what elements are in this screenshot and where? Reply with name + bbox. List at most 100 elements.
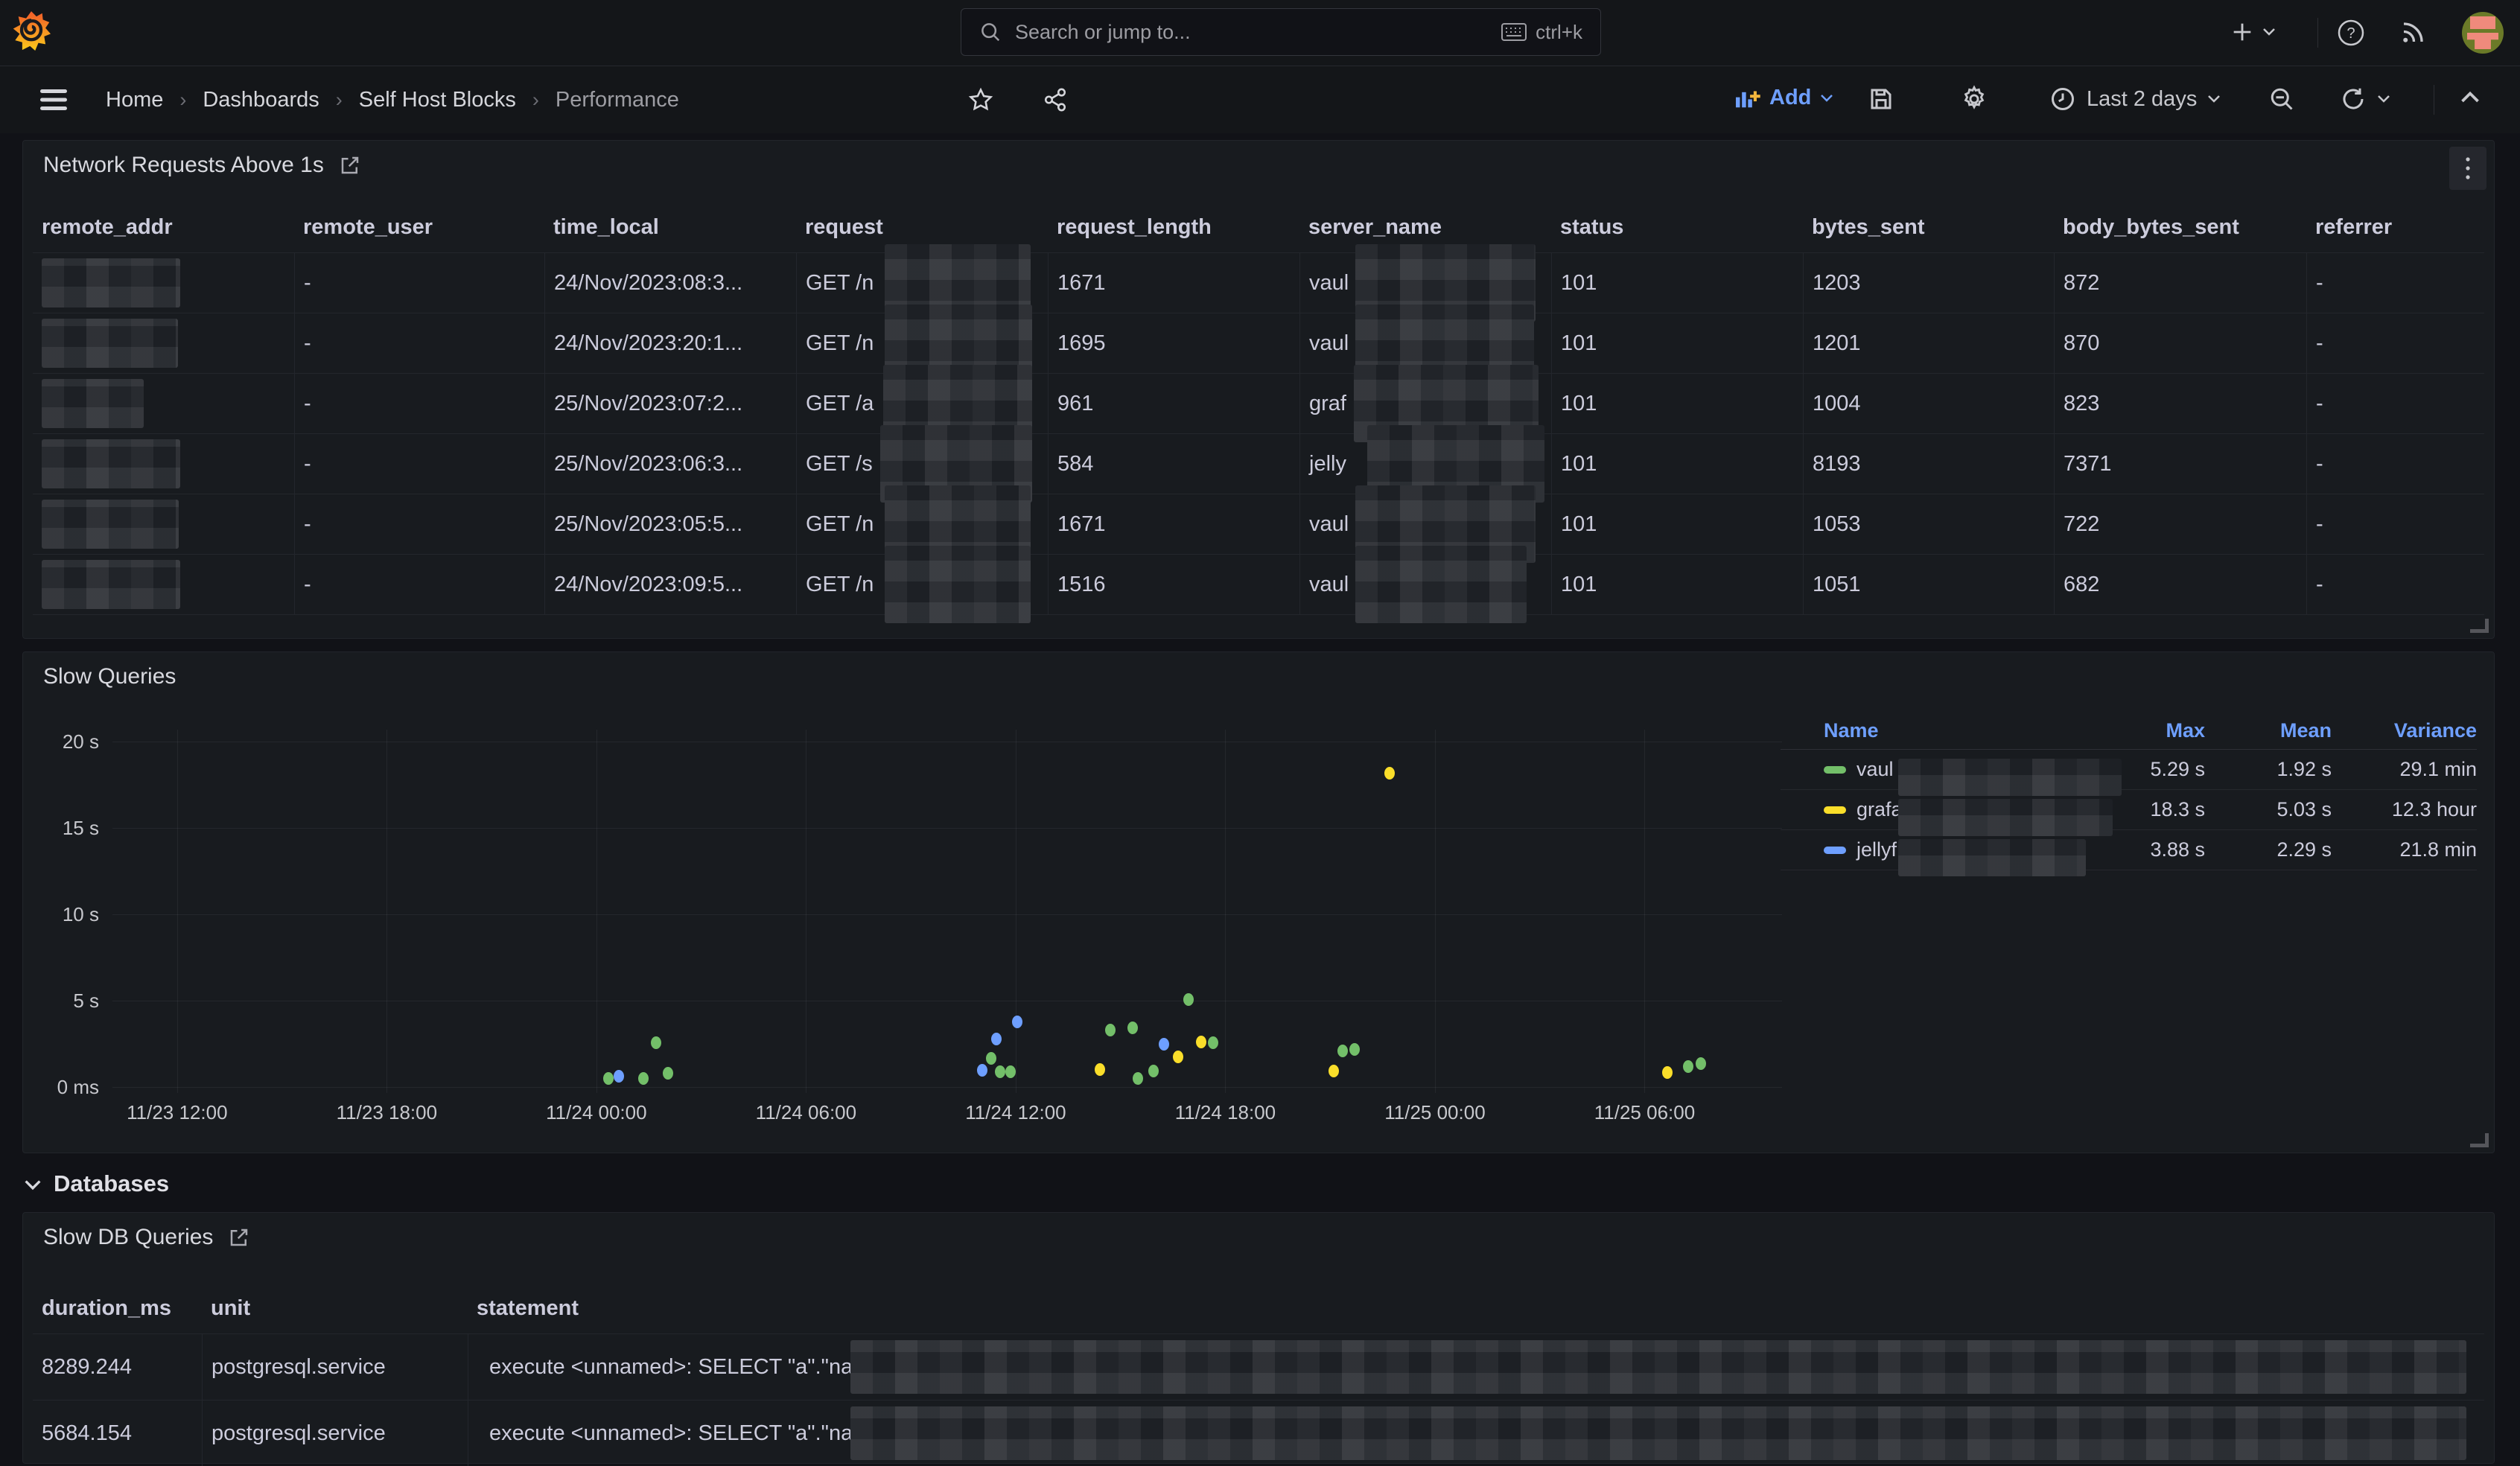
refresh-button[interactable] bbox=[2340, 86, 2390, 112]
scatter-point bbox=[614, 1070, 624, 1083]
redacted-server-name bbox=[1355, 546, 1527, 623]
time-range-picker[interactable]: Last 2 days bbox=[2049, 86, 2221, 112]
star-icon bbox=[968, 87, 993, 112]
avatar[interactable] bbox=[2462, 12, 2504, 54]
column-header-referrer[interactable]: referrer bbox=[2306, 202, 2484, 252]
x-axis-label: 11/25 06:00 bbox=[1585, 1100, 1704, 1124]
cell-statement: execute <unnamed>: SELECT "a"."na bbox=[468, 1334, 2484, 1400]
column-header-time_local[interactable]: time_local bbox=[544, 202, 796, 252]
legend-column-name[interactable]: Name bbox=[1781, 719, 2086, 742]
legend-column-variance[interactable]: Variance bbox=[2332, 719, 2477, 742]
panel-slow-db-queries: Slow DB Queries duration_msunitstatement… bbox=[22, 1212, 2495, 1464]
x-gridline bbox=[386, 730, 387, 1093]
breadcrumb-item-self-host-blocks[interactable]: Self Host Blocks bbox=[359, 88, 516, 112]
cell-body-bytes-sent: 872 bbox=[2054, 253, 2306, 313]
scatter-point bbox=[1183, 993, 1194, 1006]
panel-menu-button[interactable] bbox=[2449, 147, 2486, 190]
cell-remote-addr bbox=[33, 494, 294, 554]
panel-resize-handle[interactable] bbox=[2470, 1133, 2489, 1147]
legend-mean: 5.03 s bbox=[2205, 798, 2332, 821]
external-link-icon[interactable] bbox=[228, 1226, 250, 1249]
redacted-request bbox=[885, 546, 1031, 623]
cell-duration-ms: 8289.244 bbox=[33, 1334, 202, 1400]
zoom-out-icon bbox=[2268, 86, 2295, 112]
x-axis-label: 11/24 00:00 bbox=[537, 1100, 656, 1124]
table-header-row: remote_addrremote_usertime_localrequestr… bbox=[33, 202, 2484, 252]
menu-button[interactable] bbox=[39, 87, 70, 112]
legend-column-max[interactable]: Max bbox=[2086, 719, 2205, 742]
scatter-point bbox=[1337, 1045, 1348, 1057]
zoom-out-button[interactable] bbox=[2268, 86, 2295, 112]
scatter-point bbox=[986, 1052, 996, 1065]
collapse-toolbar-button[interactable] bbox=[2459, 90, 2481, 103]
cell-time-local: 25/Nov/2023:07:2... bbox=[544, 374, 796, 433]
favorite-button[interactable] bbox=[968, 87, 993, 112]
legend-series-name[interactable]: grafa bbox=[1781, 798, 2086, 821]
legend-row: grafa18.3 s5.03 s12.3 hour bbox=[1781, 790, 2477, 830]
panel-resize-handle[interactable] bbox=[2470, 619, 2489, 633]
clock-icon bbox=[2049, 86, 2076, 112]
panel-title[interactable]: Slow DB Queries bbox=[43, 1225, 213, 1250]
search-input[interactable]: Search or jump to... ctrl+k bbox=[961, 8, 1601, 56]
scatter-point bbox=[995, 1065, 1005, 1078]
new-dashboard-button[interactable] bbox=[2230, 19, 2276, 45]
help-button[interactable]: ? bbox=[2337, 19, 2365, 47]
redacted-statement bbox=[850, 1340, 2466, 1394]
scatter-point bbox=[651, 1036, 661, 1049]
table-row: -24/Nov/2023:08:3...GET /n1671vaul101120… bbox=[33, 252, 2484, 313]
breadcrumb-item-home[interactable]: Home bbox=[106, 88, 163, 112]
cell-remote-user: - bbox=[294, 253, 544, 313]
cell-referrer: - bbox=[2306, 313, 2484, 373]
add-panel-button[interactable]: Add bbox=[1734, 86, 1833, 110]
cell-body-bytes-sent: 870 bbox=[2054, 313, 2306, 373]
cell-request-length: 961 bbox=[1048, 374, 1299, 433]
breadcrumb-item-performance[interactable]: Performance bbox=[556, 88, 679, 112]
external-link-icon[interactable] bbox=[339, 154, 361, 176]
legend-row: jellyf3.88 s2.29 s21.8 min bbox=[1781, 830, 2477, 870]
chevron-up-icon bbox=[2459, 90, 2481, 103]
x-axis-label: 11/24 18:00 bbox=[1165, 1100, 1285, 1124]
cell-bytes-sent: 1004 bbox=[1803, 374, 2054, 433]
column-header-remote_user[interactable]: remote_user bbox=[294, 202, 544, 252]
slow-db-queries-table: duration_msunitstatement 8289.244postgre… bbox=[33, 1284, 2484, 1466]
column-header-status[interactable]: status bbox=[1551, 202, 1803, 252]
scatter-point bbox=[977, 1064, 987, 1077]
column-header-duration_ms[interactable]: duration_ms bbox=[33, 1284, 202, 1333]
panel-title[interactable]: Slow Queries bbox=[43, 664, 176, 689]
column-header-remote_addr[interactable]: remote_addr bbox=[33, 202, 294, 252]
scatter-point bbox=[1159, 1038, 1169, 1051]
plus-icon bbox=[2230, 19, 2255, 45]
scatter-point bbox=[1662, 1066, 1673, 1079]
x-axis-label: 11/24 12:00 bbox=[956, 1100, 1075, 1124]
y-gridline bbox=[112, 828, 1782, 829]
legend-series-color bbox=[1824, 847, 1846, 854]
column-header-request_length[interactable]: request_length bbox=[1048, 202, 1299, 252]
legend-variance: 12.3 hour bbox=[2332, 798, 2477, 821]
breadcrumb-item-dashboards[interactable]: Dashboards bbox=[203, 88, 319, 112]
dashboard-settings-button[interactable] bbox=[1960, 85, 1988, 113]
legend-table: NameMaxMeanVariance vaul5.29 s1.92 s29.1… bbox=[1781, 712, 2477, 870]
table-row: 5684.154postgresql.serviceexecute <unnam… bbox=[33, 1400, 2484, 1466]
news-button[interactable] bbox=[2399, 19, 2426, 46]
column-header-bytes_sent[interactable]: bytes_sent bbox=[1803, 202, 2054, 252]
column-header-statement[interactable]: statement bbox=[468, 1284, 2484, 1333]
grafana-logo-icon[interactable] bbox=[12, 10, 51, 52]
save-dashboard-button[interactable] bbox=[1868, 86, 1894, 112]
cell-remote-addr bbox=[33, 253, 294, 313]
share-button[interactable] bbox=[1043, 87, 1068, 112]
dashboard-toolbar: Home›Dashboards›Self Host Blocks›Perform… bbox=[0, 66, 2520, 133]
column-header-body_bytes_sent[interactable]: body_bytes_sent bbox=[2054, 202, 2306, 252]
redacted-remote-addr bbox=[42, 319, 178, 368]
legend-series-name[interactable]: jellyf bbox=[1781, 838, 2086, 861]
section-databases[interactable]: Databases bbox=[24, 1161, 169, 1206]
search-shortcut-label: ctrl+k bbox=[1536, 21, 1582, 44]
cell-server-name: vaul bbox=[1299, 494, 1551, 554]
cell-time-local: 25/Nov/2023:06:3... bbox=[544, 434, 796, 494]
legend-mean: 2.29 s bbox=[2205, 838, 2332, 861]
legend-column-mean[interactable]: Mean bbox=[2205, 719, 2332, 742]
column-header-unit[interactable]: unit bbox=[202, 1284, 468, 1333]
cell-time-local: 24/Nov/2023:20:1... bbox=[544, 313, 796, 373]
legend-series-name[interactable]: vaul bbox=[1781, 758, 2086, 781]
cell-referrer: - bbox=[2306, 374, 2484, 433]
panel-title[interactable]: Network Requests Above 1s bbox=[43, 153, 324, 178]
